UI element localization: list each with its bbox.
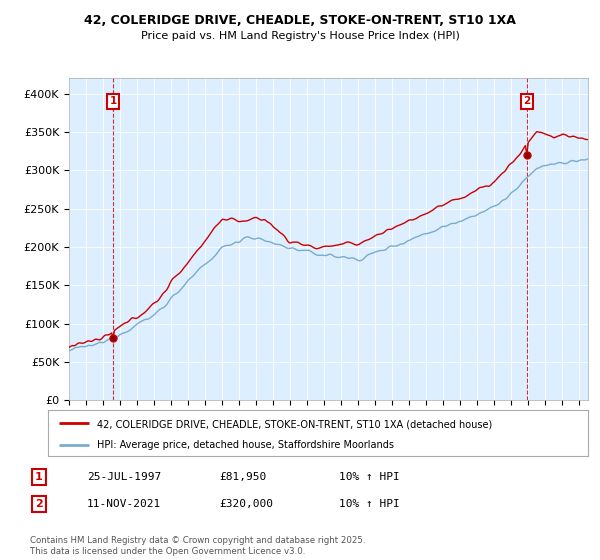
Text: 42, COLERIDGE DRIVE, CHEADLE, STOKE-ON-TRENT, ST10 1XA: 42, COLERIDGE DRIVE, CHEADLE, STOKE-ON-T… [84,14,516,27]
Text: 25-JUL-1997: 25-JUL-1997 [87,472,161,482]
Text: 11-NOV-2021: 11-NOV-2021 [87,499,161,509]
Text: 1: 1 [109,96,117,106]
Text: 1: 1 [35,472,43,482]
Text: Price paid vs. HM Land Registry's House Price Index (HPI): Price paid vs. HM Land Registry's House … [140,31,460,41]
Text: 2: 2 [35,499,43,509]
Text: Contains HM Land Registry data © Crown copyright and database right 2025.
This d: Contains HM Land Registry data © Crown c… [30,536,365,556]
Text: £320,000: £320,000 [219,499,273,509]
Text: 10% ↑ HPI: 10% ↑ HPI [339,472,400,482]
Text: 2: 2 [523,96,530,106]
Text: 42, COLERIDGE DRIVE, CHEADLE, STOKE-ON-TRENT, ST10 1XA (detached house): 42, COLERIDGE DRIVE, CHEADLE, STOKE-ON-T… [97,419,492,430]
Text: £81,950: £81,950 [219,472,266,482]
Text: 10% ↑ HPI: 10% ↑ HPI [339,499,400,509]
Text: HPI: Average price, detached house, Staffordshire Moorlands: HPI: Average price, detached house, Staf… [97,440,394,450]
